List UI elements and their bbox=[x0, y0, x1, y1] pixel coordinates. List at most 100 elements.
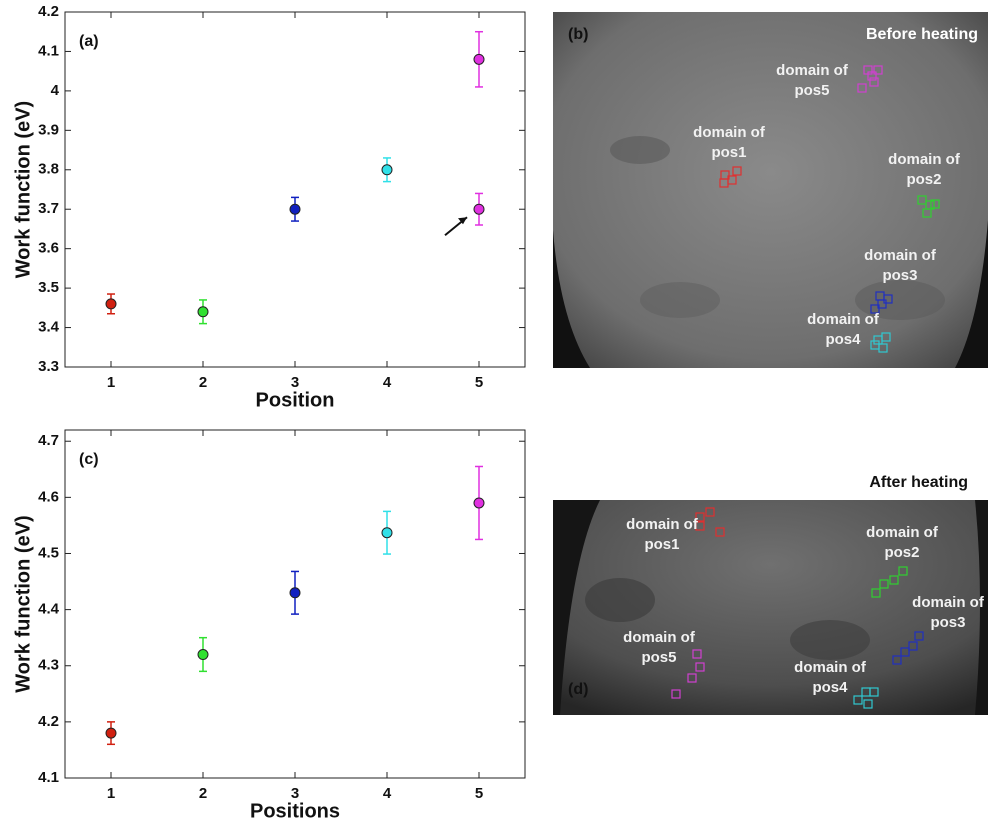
domain-annotation: domain of bbox=[794, 659, 867, 676]
x-axis-label: Positions bbox=[250, 800, 340, 821]
domain-marker bbox=[705, 507, 715, 517]
domain-marker bbox=[853, 695, 863, 705]
data-point bbox=[197, 306, 209, 318]
domain-annotation: domain of bbox=[623, 629, 696, 646]
domain-annotation: domain of bbox=[866, 524, 939, 541]
domain-marker bbox=[695, 662, 705, 672]
domain-marker bbox=[695, 512, 705, 522]
domain-marker bbox=[898, 566, 908, 576]
domain-marker bbox=[878, 343, 888, 353]
y-tick-label: 3.4 bbox=[38, 319, 60, 336]
data-point bbox=[289, 587, 301, 599]
y-tick-label: 4.3 bbox=[38, 657, 59, 674]
y-axis-label: Work function (eV) bbox=[12, 515, 34, 692]
x-tick-label: 5 bbox=[475, 374, 483, 391]
domain-annotation: pos1 bbox=[644, 536, 679, 553]
domain-annotation: domain of bbox=[776, 62, 849, 79]
y-tick-label: 4.5 bbox=[38, 544, 59, 561]
x-tick-label: 1 bbox=[107, 785, 115, 802]
domain-annotation: domain of bbox=[807, 311, 880, 328]
domain-annotation: pos2 bbox=[884, 544, 919, 561]
y-tick-label: 4.1 bbox=[38, 42, 59, 59]
domain-marker bbox=[719, 178, 729, 188]
y-tick-label: 4.4 bbox=[38, 601, 60, 618]
domain-marker bbox=[879, 579, 889, 589]
domain-marker bbox=[883, 294, 893, 304]
y-tick-label: 4.7 bbox=[38, 432, 59, 449]
data-point bbox=[105, 298, 117, 310]
x-tick-label: 1 bbox=[107, 374, 115, 391]
domain-annotation: pos5 bbox=[794, 82, 829, 99]
y-tick-label: 3.8 bbox=[38, 161, 59, 178]
x-tick-label: 5 bbox=[475, 785, 483, 802]
y-axis-label: Work function (eV) bbox=[12, 101, 34, 278]
domain-marker bbox=[930, 199, 940, 209]
plot-frame bbox=[64, 11, 526, 368]
image-b bbox=[553, 12, 988, 368]
domain-marker bbox=[692, 649, 702, 659]
domain-annotation: pos3 bbox=[930, 614, 965, 631]
domain-marker bbox=[922, 208, 932, 218]
data-point bbox=[381, 164, 393, 176]
domain-marker bbox=[900, 647, 910, 657]
domain-marker bbox=[715, 527, 725, 537]
domain-marker bbox=[908, 641, 918, 651]
y-tick-label: 3.9 bbox=[38, 121, 59, 138]
domain-marker bbox=[889, 575, 899, 585]
panel-caption: After heating bbox=[869, 474, 968, 491]
domain-annotation: pos1 bbox=[711, 144, 746, 161]
y-tick-label: 3.5 bbox=[38, 279, 59, 296]
domain-marker bbox=[857, 83, 867, 93]
panel-caption: Before heating bbox=[866, 26, 978, 43]
y-tick-label: 3.6 bbox=[38, 240, 59, 257]
domain-marker bbox=[892, 655, 902, 665]
domain-annotation: pos3 bbox=[882, 267, 917, 284]
x-axis-label: Position bbox=[256, 389, 335, 411]
domain-marker bbox=[871, 588, 881, 598]
x-tick-label: 3 bbox=[291, 374, 299, 391]
domain-marker bbox=[877, 299, 887, 309]
image-d bbox=[553, 500, 988, 715]
domain-marker bbox=[914, 631, 924, 641]
x-tick-label: 2 bbox=[199, 374, 207, 391]
panel-label: (a) bbox=[79, 33, 99, 50]
domain-marker bbox=[867, 71, 877, 81]
domain-marker bbox=[869, 687, 879, 697]
y-tick-label: 3.3 bbox=[38, 358, 59, 375]
domain-annotation: pos2 bbox=[906, 171, 941, 188]
panel-label: (d) bbox=[568, 681, 588, 698]
domain-annotation: pos5 bbox=[641, 649, 676, 666]
domain-annotation: domain of bbox=[693, 124, 766, 141]
x-tick-label: 4 bbox=[383, 785, 392, 802]
domain-marker bbox=[695, 521, 705, 531]
y-tick-label: 4.2 bbox=[38, 713, 59, 730]
x-tick-label: 2 bbox=[199, 785, 207, 802]
domain-marker bbox=[671, 689, 681, 699]
data-point bbox=[105, 727, 117, 739]
domain-annotation: pos4 bbox=[812, 679, 848, 696]
panel-label: (b) bbox=[568, 26, 588, 43]
domain-marker bbox=[870, 304, 880, 314]
domain-annotation: domain of bbox=[626, 516, 699, 533]
y-tick-label: 3.7 bbox=[38, 200, 59, 217]
domain-marker bbox=[869, 77, 879, 87]
domain-marker bbox=[917, 195, 927, 205]
x-tick-label: 4 bbox=[383, 374, 392, 391]
data-point bbox=[197, 649, 209, 661]
domain-marker bbox=[873, 65, 883, 75]
data-point bbox=[289, 203, 301, 215]
y-tick-label: 4 bbox=[51, 82, 60, 99]
data-point bbox=[473, 203, 485, 215]
data-point bbox=[381, 527, 393, 539]
domain-marker bbox=[863, 699, 873, 709]
y-tick-label: 4.1 bbox=[38, 769, 59, 786]
domain-marker bbox=[687, 673, 697, 683]
x-tick-label: 3 bbox=[291, 785, 299, 802]
domain-marker bbox=[881, 332, 891, 342]
y-tick-label: 4.2 bbox=[38, 3, 59, 20]
y-tick-label: 4.6 bbox=[38, 488, 59, 505]
data-point bbox=[473, 497, 485, 509]
domain-annotation: domain of bbox=[912, 594, 985, 611]
domain-marker bbox=[732, 166, 742, 176]
